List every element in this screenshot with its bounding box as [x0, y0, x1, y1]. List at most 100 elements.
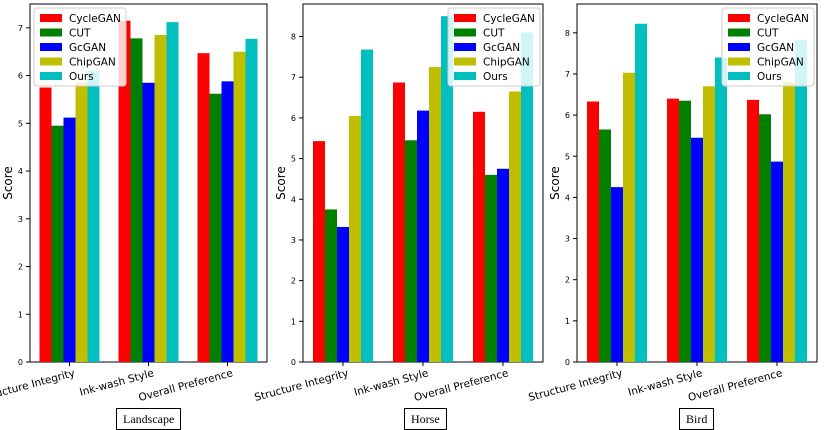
horse-ytick-label: 2: [291, 277, 296, 286]
bird-bar-cyclegan-ink-wash-style: [667, 98, 679, 362]
landscape-bar-chipgan-ink-wash-style: [154, 35, 167, 362]
landscape-legend-swatch-ours: [40, 72, 62, 80]
landscape-caption: Landscape: [116, 408, 182, 430]
bird-bar-gcgan-ink-wash-style: [691, 137, 703, 362]
horse-bar-ours-structure-integrity: [361, 49, 373, 363]
horse-ylabel: Score: [274, 166, 288, 200]
horse-bar-gcgan-overall-preference: [497, 168, 509, 362]
horse-bar-ours-ink-wash-style: [441, 16, 453, 362]
bird-xtick-label-structure-integrity: Structure Integrity: [527, 367, 624, 404]
bird-bar-ours-ink-wash-style: [715, 57, 727, 362]
bird-bar-gcgan-structure-integrity: [611, 187, 623, 362]
landscape-ytick-label: 3: [18, 215, 23, 224]
horse-ytick-label: 6: [291, 114, 296, 123]
horse-legend-label-chipgan: ChipGAN: [483, 57, 530, 69]
horse-bar-cyclegan-overall-preference: [473, 111, 485, 362]
bird-ytick-label: 4: [565, 193, 570, 202]
horse-bar-cyclegan-structure-integrity: [313, 141, 325, 362]
horse-ytick-label: 8: [291, 33, 296, 42]
horse-ytick-label: 1: [291, 317, 296, 326]
landscape-bar-gcgan-overall-preference: [221, 81, 234, 362]
landscape-ytick-label: 4: [18, 167, 23, 176]
bird-legend-swatch-gcgan: [728, 43, 750, 51]
landscape-bar-ours-ink-wash-style: [166, 22, 179, 362]
horse-legend-swatch-cut: [454, 28, 476, 37]
bird-ylabel: Score: [548, 166, 562, 200]
landscape-bar-cut-ink-wash-style: [130, 38, 143, 362]
landscape-ytick-label: 6: [18, 72, 23, 81]
landscape-ytick-label: 2: [18, 263, 23, 272]
landscape-legend-swatch-chipgan: [40, 57, 62, 66]
horse-bar-gcgan-structure-integrity: [337, 226, 349, 362]
horse-bar-cut-structure-integrity: [325, 209, 337, 362]
bird-ytick-label: 6: [565, 111, 570, 120]
bird-bar-chipgan-structure-integrity: [623, 72, 635, 362]
bird-bar-cut-ink-wash-style: [679, 100, 691, 363]
landscape-bar-cyclegan-structure-integrity: [39, 87, 52, 363]
horse-legend-swatch-cyclegan: [454, 14, 476, 22]
bird-bar-cut-overall-preference: [759, 114, 771, 362]
horse-bar-cut-ink-wash-style: [405, 140, 417, 362]
bird-bar-gcgan-overall-preference: [771, 161, 783, 362]
horse-legend: [447, 7, 541, 87]
landscape-legend-swatch-cyclegan: [40, 14, 62, 22]
bird-ytick-label: 7: [565, 70, 570, 79]
bird-caption: Bird: [679, 408, 715, 430]
horse-bar-chipgan-overall-preference: [509, 91, 521, 362]
landscape-ytick-label: 7: [18, 24, 23, 33]
landscape-bar-ours-structure-integrity: [87, 70, 100, 363]
horse-bar-cut-overall-preference: [485, 174, 497, 362]
landscape-bar-gcgan-ink-wash-style: [142, 82, 155, 362]
landscape-ytick-label: 5: [18, 119, 23, 128]
landscape-ytick-label: 0: [18, 358, 23, 367]
horse-bar-gcgan-ink-wash-style: [417, 110, 429, 362]
landscape-bar-cyclegan-overall-preference: [197, 53, 210, 362]
horse-legend-label-cut: CUT: [483, 28, 505, 40]
bird-bar-ours-structure-integrity: [635, 23, 647, 363]
bird-legend: [721, 7, 815, 87]
bird-legend-label-ours: Ours: [757, 71, 782, 83]
bird-legend-label-cyclegan: CycleGAN: [757, 13, 809, 25]
bird-bar-chipgan-ink-wash-style: [703, 86, 715, 362]
bird-bar-cut-structure-integrity: [599, 129, 611, 362]
horse-bar-cyclegan-ink-wash-style: [393, 82, 405, 363]
landscape-xtick-label-structure-integrity: Structure Integrity: [0, 367, 76, 404]
bird-ytick-label: 8: [565, 29, 570, 38]
landscape-legend-label-cut: CUT: [69, 28, 91, 40]
horse-caption: Horse: [404, 408, 447, 430]
bird-legend-swatch-chipgan: [728, 57, 750, 66]
landscape-bar-ours-overall-preference: [245, 38, 258, 362]
landscape-ytick-label: 1: [18, 310, 23, 319]
horse-ytick-label: 0: [291, 358, 296, 367]
landscape-bar-cyclegan-ink-wash-style: [118, 20, 131, 363]
landscape-bar-gcgan-structure-integrity: [63, 117, 76, 362]
bird-ytick-label: 3: [565, 235, 570, 244]
horse-legend-label-ours: Ours: [483, 71, 508, 83]
landscape-bar-chipgan-structure-integrity: [75, 82, 88, 362]
landscape-legend: [33, 7, 127, 87]
bird-ytick-label: 0: [565, 358, 570, 367]
horse-legend-swatch-chipgan: [454, 57, 476, 66]
bird-bar-cyclegan-structure-integrity: [587, 101, 599, 362]
bird-legend-swatch-cut: [728, 28, 750, 37]
horse-bar-chipgan-structure-integrity: [349, 115, 361, 362]
landscape-bar-cut-structure-integrity: [51, 125, 64, 362]
bird-legend-swatch-cyclegan: [728, 14, 750, 22]
landscape-legend-label-chipgan: ChipGAN: [69, 57, 116, 69]
horse-legend-label-cyclegan: CycleGAN: [483, 13, 535, 25]
landscape-legend-swatch-cut: [40, 28, 62, 37]
horse-legend-swatch-gcgan: [454, 43, 476, 51]
horse-legend-swatch-ours: [454, 72, 476, 80]
horse-bar-chipgan-ink-wash-style: [429, 67, 441, 362]
bird-bar-ours-overall-preference: [795, 40, 807, 363]
horse-ytick-label: 5: [291, 155, 296, 164]
horse-ytick-label: 7: [291, 73, 296, 82]
horse-legend-label-gcgan: GcGAN: [483, 42, 520, 54]
landscape-legend-label-cyclegan: CycleGAN: [69, 13, 121, 25]
landscape-bar-cut-overall-preference: [209, 93, 222, 362]
landscape-legend-swatch-gcgan: [40, 43, 62, 51]
